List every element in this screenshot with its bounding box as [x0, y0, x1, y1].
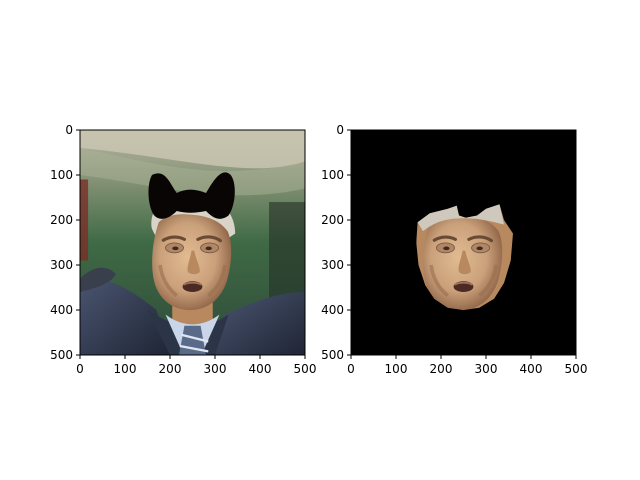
left-xtick-label: 400 [249, 362, 272, 376]
right-xtick-label: 200 [430, 362, 453, 376]
right-ytick-label: 500 [321, 348, 344, 362]
right-ytick-label: 100 [321, 168, 344, 182]
left-xtick-label: 500 [294, 362, 317, 376]
left-xtick-label: 0 [76, 362, 84, 376]
left-ytick-label: 300 [50, 258, 73, 272]
left-image [80, 130, 305, 355]
left-ytick-label: 500 [50, 348, 73, 362]
left-xtick-label: 300 [204, 362, 227, 376]
right-ytick-label: 200 [321, 213, 344, 227]
right-xtick-label: 400 [520, 362, 543, 376]
left-ytick-label: 400 [50, 303, 73, 317]
left-ytick-label: 100 [50, 168, 73, 182]
right-ytick-label: 300 [321, 258, 344, 272]
right-image [351, 130, 576, 355]
left-ytick-label: 0 [65, 123, 73, 137]
right-xtick-label: 300 [475, 362, 498, 376]
right-xtick-label: 500 [565, 362, 588, 376]
left-xtick-label: 200 [159, 362, 182, 376]
right-ytick-label: 0 [336, 123, 344, 137]
left-xtick-label: 100 [114, 362, 137, 376]
right-xtick-label: 0 [347, 362, 355, 376]
right-ytick-label: 400 [321, 303, 344, 317]
left-ytick-label: 200 [50, 213, 73, 227]
right-xtick-label: 100 [385, 362, 408, 376]
